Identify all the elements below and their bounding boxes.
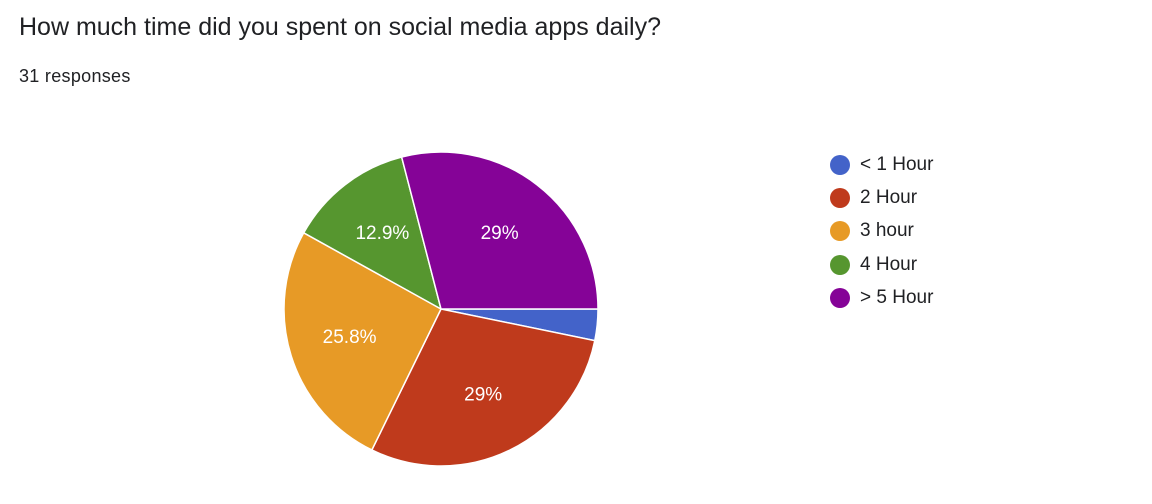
question-title: How much time did you spent on social me… — [19, 13, 662, 41]
pie-slice[interactable] — [283, 232, 442, 451]
pie-slice-labels: 29% 25.8% 12.9% 29% — [323, 223, 519, 406]
pie-slice[interactable] — [371, 308, 596, 467]
slice-percent-label: 12.9% — [355, 223, 409, 244]
chart-legend: < 1 Hour 2 Hour 3 hour 4 Hour > 5 Hour — [830, 148, 933, 314]
legend-swatch-icon — [830, 187, 850, 208]
pie-slices — [283, 151, 599, 467]
response-count: 31 responses — [19, 66, 131, 86]
legend-label: > 5 Hour — [860, 286, 934, 308]
legend-label: 2 Hour — [860, 186, 918, 208]
legend-item[interactable]: > 5 Hour — [830, 281, 933, 314]
legend-item[interactable]: 2 Hour — [830, 181, 933, 214]
pie-chart: 29% 25.8% 12.9% 29% — [283, 151, 599, 467]
slice-percent-label: 29% — [464, 384, 502, 405]
legend-label: < 1 Hour — [860, 153, 934, 175]
slice-percent-label: 29% — [481, 223, 519, 244]
legend-item[interactable]: 4 Hour — [830, 248, 933, 281]
legend-label: 3 hour — [860, 220, 914, 242]
legend-label: 4 Hour — [860, 253, 918, 275]
legend-swatch-icon — [830, 221, 850, 242]
legend-swatch-icon — [830, 154, 850, 175]
legend-swatch-icon — [830, 254, 850, 275]
slice-percent-label: 25.8% — [323, 327, 377, 348]
pie-slice[interactable] — [302, 156, 442, 310]
pie-slice[interactable] — [400, 151, 599, 310]
legend-swatch-icon — [830, 287, 850, 308]
legend-item[interactable]: 3 hour — [830, 215, 933, 248]
legend-item[interactable]: < 1 Hour — [830, 148, 933, 181]
